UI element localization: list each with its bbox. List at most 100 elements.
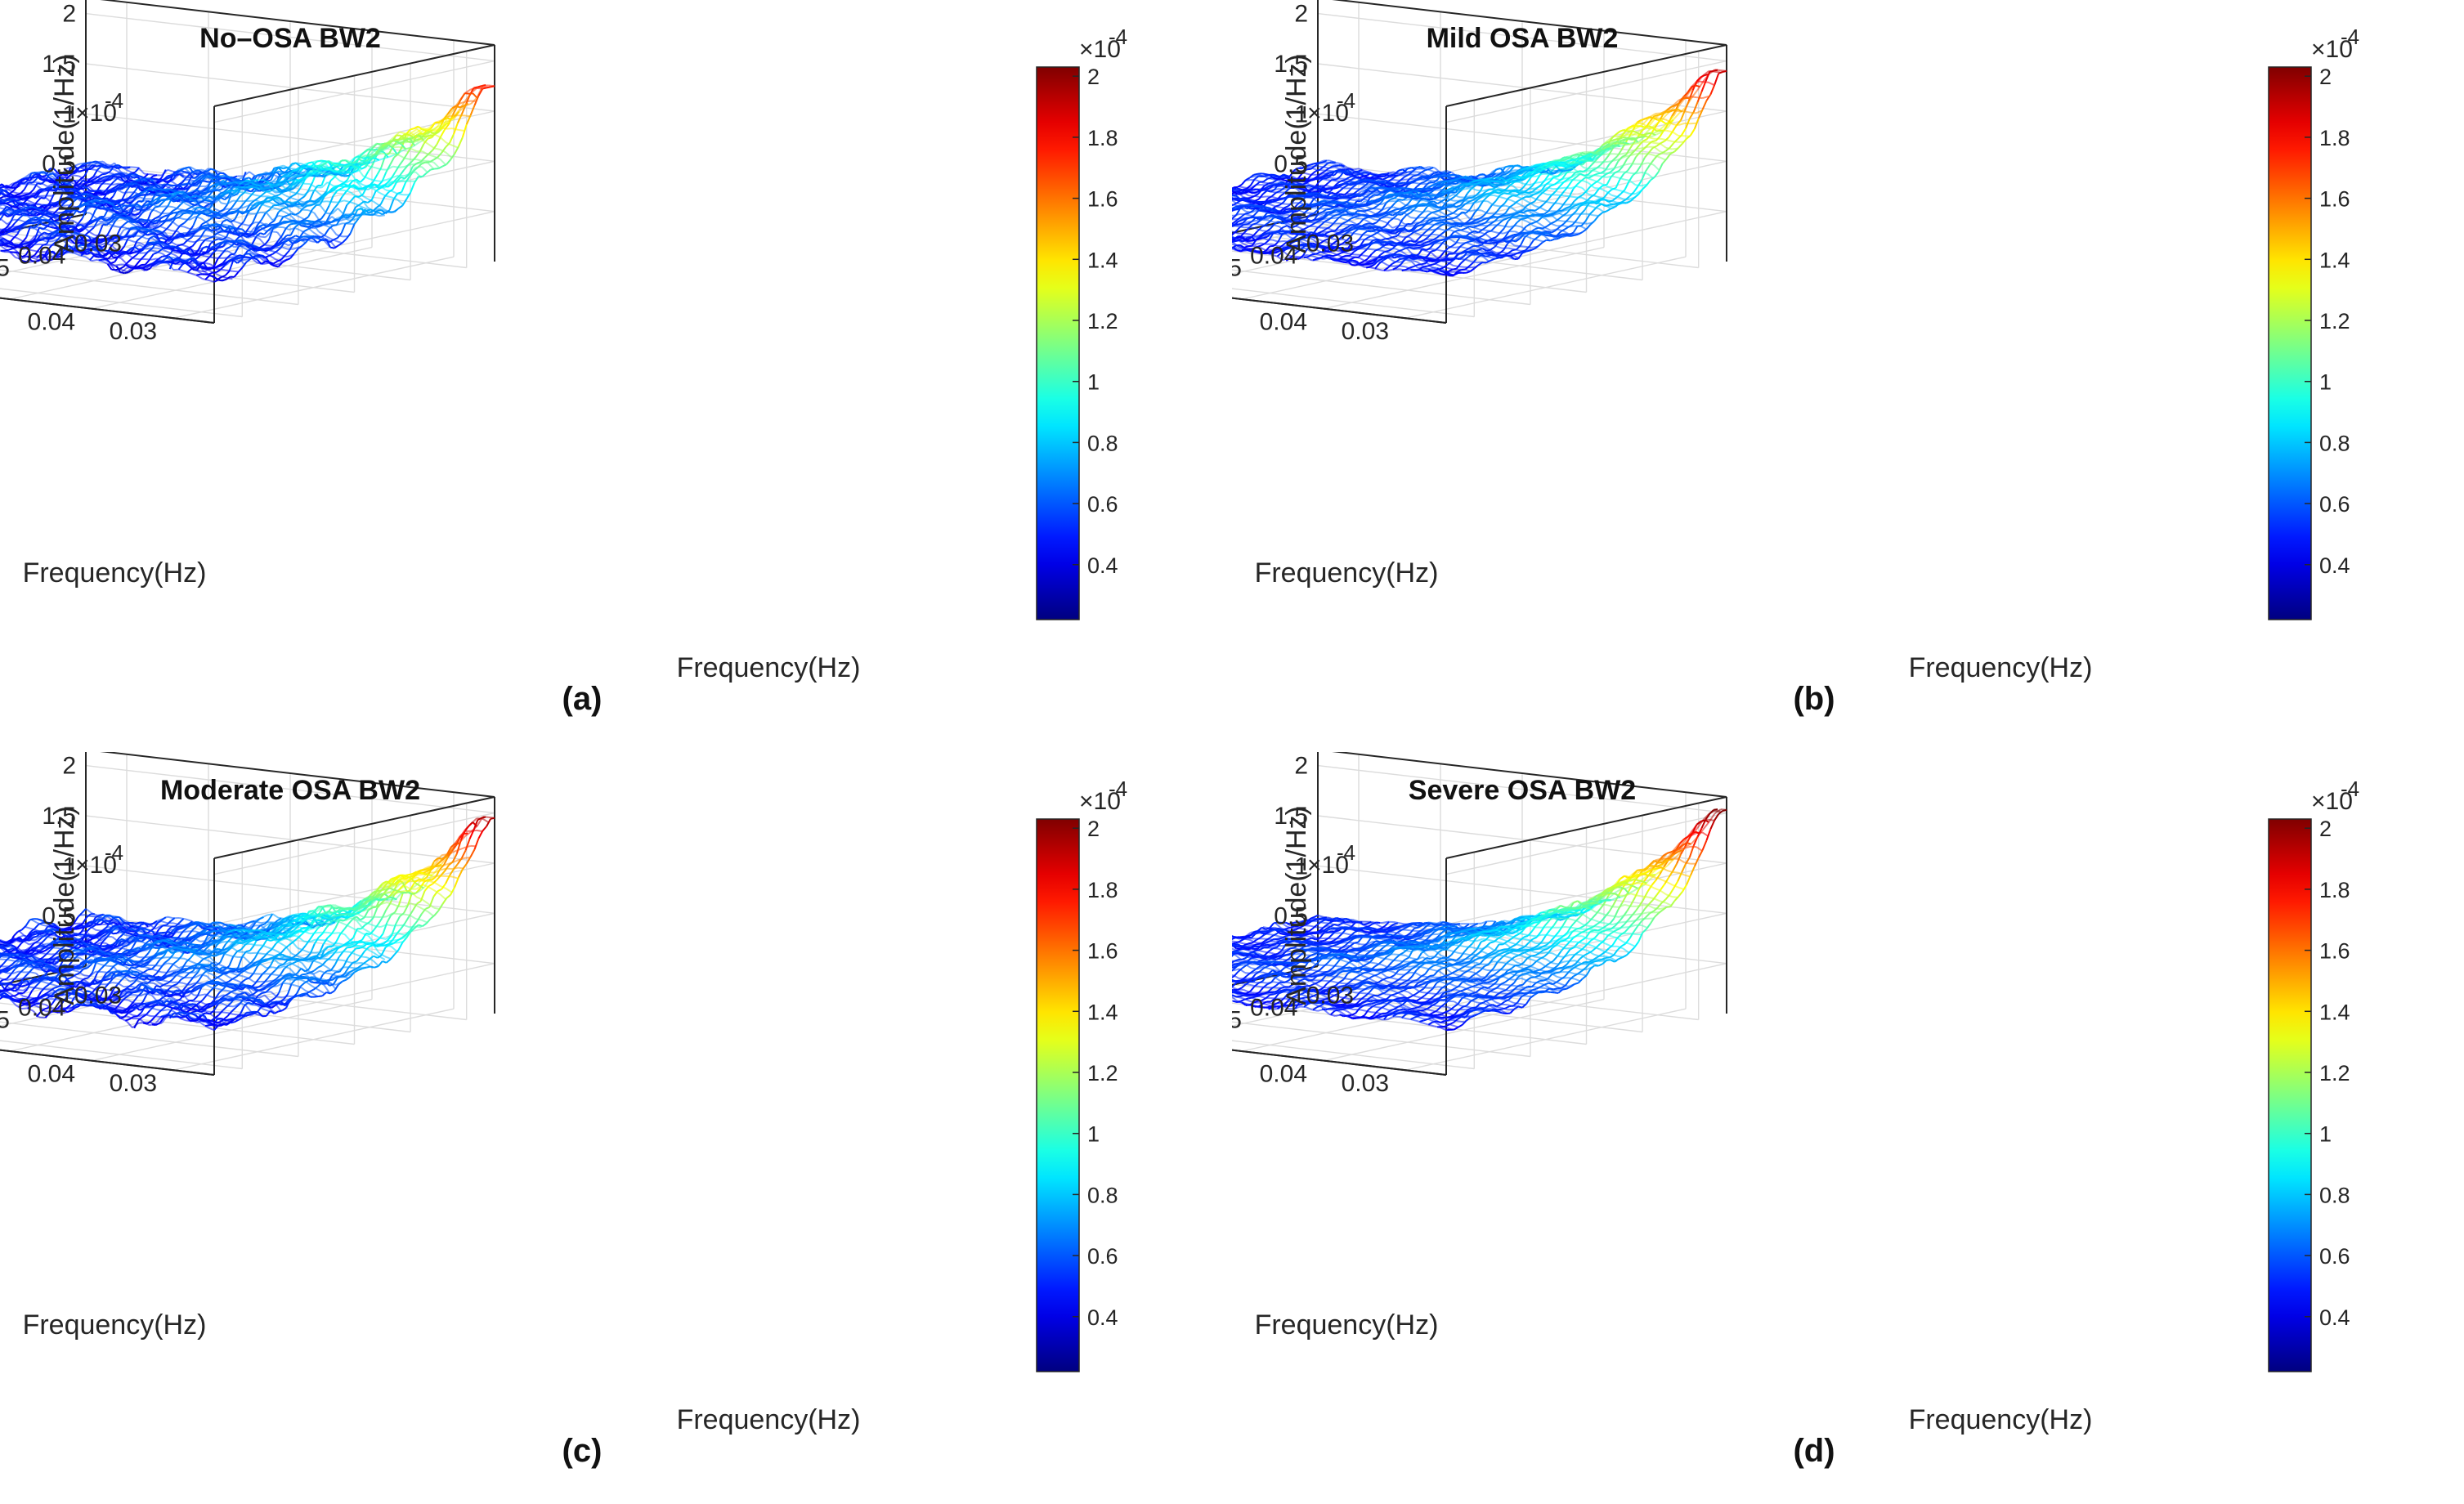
surface-contour-segment	[11, 181, 19, 185]
surface-contour-segment	[41, 172, 48, 176]
surface-contour-segment	[370, 153, 378, 162]
surface-contour-segment	[423, 133, 429, 138]
surface-contour-segment	[356, 181, 364, 190]
surface-contour-segment	[25, 257, 32, 262]
surface-contour-segment	[308, 199, 316, 204]
surface-contour-segment	[177, 188, 184, 191]
surface-contour-segment	[405, 192, 411, 200]
surface-contour-segment	[428, 137, 432, 140]
surface-contour-segment	[303, 228, 308, 233]
surface-contour-segment	[172, 172, 179, 175]
surface-contour-segment	[128, 196, 135, 200]
surface-contour-segment	[459, 105, 466, 112]
surface-contour-segment	[210, 183, 217, 188]
surface-contour-segment	[368, 184, 375, 188]
surface-contour-segment	[64, 181, 70, 186]
surface-contour-segment	[178, 197, 186, 204]
surface-contour-segment	[177, 183, 183, 186]
surface-contour-segment	[397, 204, 403, 209]
surface-contour-segment	[69, 183, 77, 191]
surface-contour-segment	[446, 151, 453, 159]
surface-contour-segment	[446, 128, 453, 130]
surface-contour-segment	[340, 223, 347, 234]
surface-contour-segment	[432, 161, 441, 169]
surface-contour-segment	[29, 171, 37, 175]
surface-contour-segment	[338, 179, 346, 184]
surface-contour-segment	[65, 180, 72, 184]
surface-contour-segment	[232, 208, 239, 211]
surface-contour-segment	[392, 152, 400, 156]
surface-contour-segment	[86, 195, 93, 199]
surface-contour-segment	[62, 199, 69, 203]
surface-contour-segment	[167, 205, 174, 208]
surface-contour-segment	[220, 208, 227, 213]
surface-contour-segment	[114, 168, 121, 174]
surface-contour-segment	[127, 206, 134, 212]
surface-contour-segment	[332, 189, 339, 192]
surface-contour-segment	[228, 259, 235, 272]
surface-contour-segment	[204, 257, 210, 262]
surface-contour-segment	[51, 201, 57, 206]
surface-contour-segment	[393, 131, 401, 138]
surface-contour-segment	[34, 184, 43, 190]
surface-contour-segment	[69, 200, 75, 206]
surface-contour-segment	[227, 195, 235, 199]
surface-contour-segment	[386, 165, 393, 171]
surface-contour-segment	[182, 186, 190, 191]
surface-contour-segment	[272, 203, 280, 207]
surface-contour-segment	[24, 181, 30, 184]
surface-contour-segment	[293, 184, 300, 190]
surface-contour-segment	[29, 226, 35, 229]
surface-contour-segment	[446, 114, 453, 119]
surface-contour-segment	[41, 182, 48, 188]
surface-contour-segment	[201, 172, 208, 175]
surface-contour-segment	[307, 226, 314, 230]
surface-contour-segment	[290, 210, 298, 217]
surface-contour-segment	[458, 92, 466, 102]
surface-contour-segment	[379, 195, 386, 205]
surface-contour-segment	[280, 191, 287, 197]
surface-contour-segment	[261, 212, 267, 221]
surface-contour-segment	[89, 179, 96, 183]
surface-contour-segment	[52, 177, 60, 186]
surface-contour-segment	[428, 122, 436, 129]
surface-contour-segment	[214, 217, 221, 220]
surface-contour-segment	[369, 177, 375, 181]
surface-contour-segment	[146, 177, 154, 181]
surface-contour-segment	[136, 236, 142, 242]
surface-contour-segment	[207, 172, 214, 177]
surface-contour-segment	[353, 217, 360, 225]
surface-contour-segment	[194, 177, 201, 182]
surface-contour-segment	[379, 208, 386, 213]
surface-contour-segment	[347, 166, 353, 169]
surface-contour-segment	[290, 201, 298, 208]
surface-contour-segment	[194, 174, 200, 179]
surface-contour-segment	[302, 204, 309, 207]
surface-contour-segment	[179, 222, 185, 226]
surface-contour-segment	[0, 187, 2, 190]
surface-contour-segment	[305, 161, 312, 165]
surface-contour-segment	[370, 190, 377, 200]
surface-contour-segment	[464, 88, 472, 94]
surface-contour-segment	[441, 146, 446, 154]
surface-contour-segment	[205, 181, 213, 187]
grid-line	[0, 288, 243, 318]
surface-contour-segment	[105, 191, 112, 195]
surface-contour-segment	[52, 191, 59, 197]
surface-contour-segment	[256, 186, 263, 191]
surface-contour-segment	[374, 167, 382, 171]
surface-contour-segment	[337, 218, 344, 222]
surface-contour-segment	[101, 172, 107, 176]
surface-contour-segment	[24, 172, 31, 179]
surface-contour-segment	[391, 190, 398, 195]
surface-contour-segment	[410, 182, 415, 193]
surface-contour-segment	[106, 226, 113, 235]
surface-contour-segment	[57, 172, 62, 176]
surface-contour-segment	[231, 201, 237, 208]
surface-contour-segment	[386, 177, 393, 181]
surface-contour-segment	[208, 195, 216, 198]
surface-contour-segment	[317, 159, 324, 163]
surface-contour-segment	[433, 155, 441, 160]
surface-contour-segment	[108, 168, 114, 171]
surface-contour-segment	[106, 182, 114, 186]
